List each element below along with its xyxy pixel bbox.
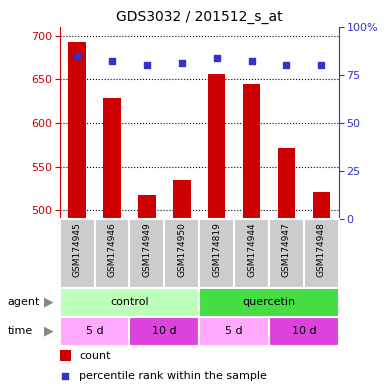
Bar bbox=[199, 288, 339, 317]
Bar bbox=[173, 180, 191, 219]
Point bbox=[248, 58, 254, 65]
Title: GDS3032 / 201512_s_at: GDS3032 / 201512_s_at bbox=[116, 10, 283, 25]
Bar bbox=[103, 98, 121, 219]
Point bbox=[214, 55, 220, 61]
Point bbox=[74, 53, 80, 59]
Point bbox=[144, 62, 150, 68]
Text: GSM174944: GSM174944 bbox=[247, 222, 256, 277]
Bar bbox=[269, 219, 304, 288]
Text: ▶: ▶ bbox=[44, 325, 54, 338]
Text: quercetin: quercetin bbox=[243, 297, 296, 308]
Text: ▶: ▶ bbox=[44, 296, 54, 309]
Text: GSM174950: GSM174950 bbox=[177, 222, 186, 277]
Text: GSM174946: GSM174946 bbox=[107, 222, 117, 277]
Bar bbox=[269, 317, 339, 346]
Point bbox=[109, 58, 115, 65]
Point bbox=[283, 62, 290, 68]
Bar bbox=[129, 219, 164, 288]
Text: GSM174948: GSM174948 bbox=[317, 222, 326, 277]
Bar bbox=[60, 317, 129, 346]
Text: 10 d: 10 d bbox=[291, 326, 316, 336]
Text: agent: agent bbox=[8, 297, 40, 308]
Text: GSM174945: GSM174945 bbox=[73, 222, 82, 277]
Bar bbox=[164, 219, 199, 288]
Bar bbox=[243, 84, 260, 219]
Bar bbox=[60, 288, 199, 317]
Text: GSM174949: GSM174949 bbox=[142, 222, 151, 277]
Bar bbox=[278, 148, 295, 219]
Bar bbox=[208, 74, 225, 219]
Bar bbox=[199, 317, 269, 346]
Text: 5 d: 5 d bbox=[225, 326, 243, 336]
Bar bbox=[138, 195, 156, 219]
Bar bbox=[313, 192, 330, 219]
Bar bbox=[304, 219, 339, 288]
Bar bbox=[60, 219, 95, 288]
Point bbox=[62, 372, 69, 379]
Point bbox=[318, 62, 325, 68]
Bar bbox=[95, 219, 129, 288]
Text: count: count bbox=[79, 351, 111, 361]
Point bbox=[179, 60, 185, 66]
Text: time: time bbox=[8, 326, 33, 336]
Bar bbox=[69, 42, 86, 219]
Bar bbox=[234, 219, 269, 288]
Text: GSM174947: GSM174947 bbox=[282, 222, 291, 277]
Text: 5 d: 5 d bbox=[86, 326, 104, 336]
Bar bbox=[199, 219, 234, 288]
Bar bbox=[60, 350, 71, 361]
Text: GSM174819: GSM174819 bbox=[212, 222, 221, 277]
Text: percentile rank within the sample: percentile rank within the sample bbox=[79, 371, 267, 381]
Text: 10 d: 10 d bbox=[152, 326, 177, 336]
Text: control: control bbox=[110, 297, 149, 308]
Bar bbox=[129, 317, 199, 346]
